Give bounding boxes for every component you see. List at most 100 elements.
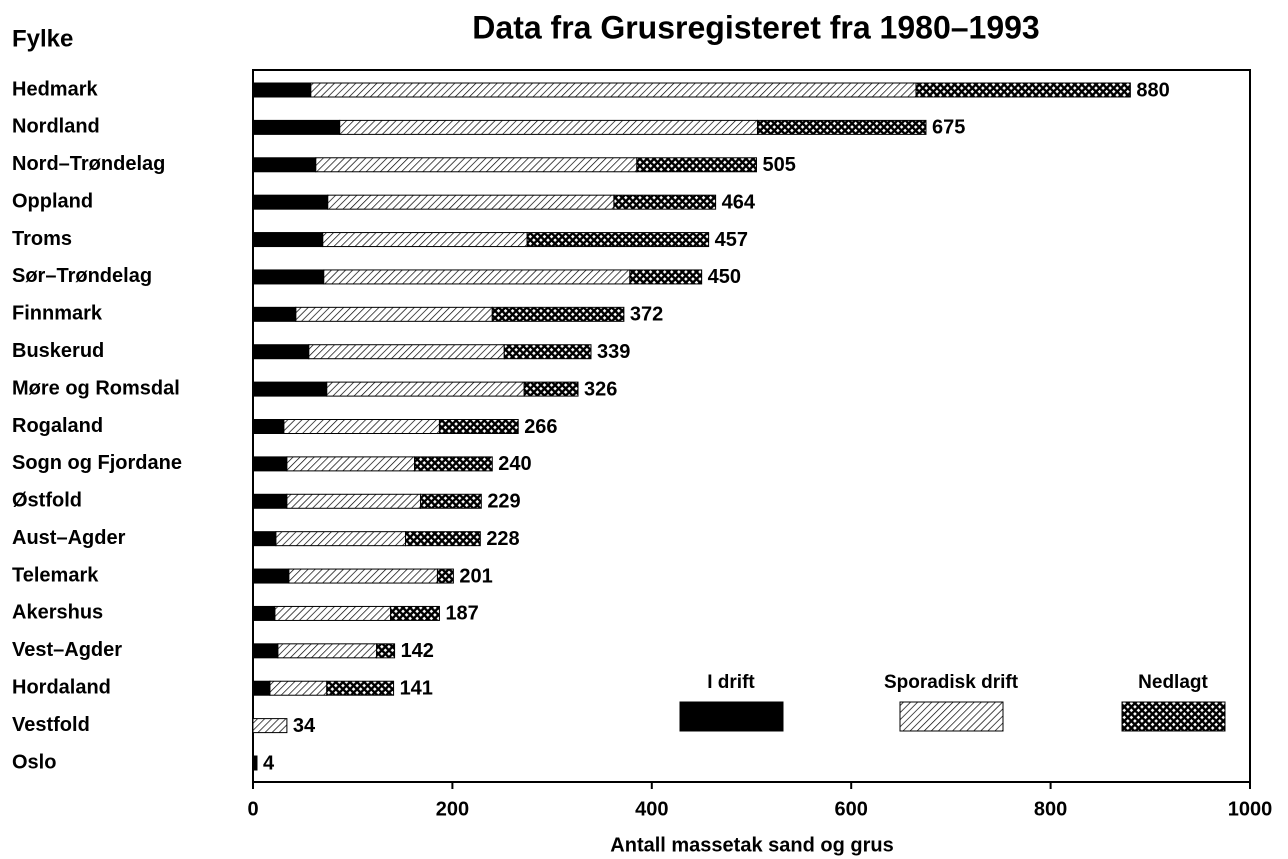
x-tick-label: 200 [436,798,469,820]
bar-segment [252,82,312,98]
legend-label: I drift [707,672,755,693]
bar-segment [252,643,279,659]
legend-label: Nedlagt [1138,672,1208,693]
y-tick-label: Nord–Trøndelag [12,153,165,175]
bar-segment [288,568,438,584]
bar-segment [322,232,528,248]
bar-segment [491,306,625,322]
bar-total-label: 326 [584,378,617,400]
x-tick-label: 600 [835,798,868,820]
bar-total-label: 880 [1136,79,1169,101]
bar-segment [636,157,757,173]
y-tick-label: Oslo [12,751,56,773]
bar-total-label: 228 [486,528,519,550]
bar-segment [252,232,324,248]
bar-segment [252,381,328,397]
y-tick-label: Finnmark [12,303,103,325]
bar-total-label: 34 [293,715,316,737]
y-tick-label: Buskerud [12,340,104,362]
bar-total-label: 450 [708,266,741,288]
bar-segment [915,82,1131,98]
bar-segment [326,680,395,696]
y-axis-title: Fylke [12,25,73,52]
bar-segment [252,269,325,285]
bar-segment [277,643,378,659]
bar-segment [252,605,276,621]
legend-label: Sporadisk drift [883,672,1019,693]
bar-segment [339,119,758,135]
x-tick-label: 0 [247,798,258,820]
y-tick-label: Møre og Romsdal [12,377,180,399]
bar-segment [252,456,288,472]
bar-segment [326,381,525,397]
bar-segment [613,194,717,210]
legend-swatch [1121,701,1226,732]
y-tick-label: Sogn og Fjordane [12,452,182,474]
y-tick-label: Nordland [12,116,100,138]
y-tick-label: Oppland [12,190,93,212]
y-tick-label: Vest–Agder [12,639,122,661]
bar-segment [414,456,493,472]
bar-segment [523,381,579,397]
x-tick-label: 800 [1034,798,1067,820]
bar-segment [308,344,505,360]
bar-segment [252,568,290,584]
bar-segment [274,605,392,621]
bar-total-label: 141 [400,678,433,700]
y-tick-label: Hedmark [12,78,98,100]
bar-segment [295,306,493,322]
bar-total-label: 201 [459,565,492,587]
bar-total-label: 372 [630,304,663,326]
bar-segment [252,344,310,360]
y-tick-label: Telemark [12,564,99,586]
bar-total-label: 339 [597,341,630,363]
bar-segment [252,419,285,434]
bar-segment [405,531,481,547]
y-tick-label: Troms [12,228,72,250]
bar-segment [252,680,271,696]
bar-segment [376,643,396,659]
bar-segment [252,157,317,173]
bar-segment [436,568,454,584]
bar-segment [252,119,341,135]
bar-segment [252,531,277,547]
bar-segment [390,605,440,621]
bar-total-label: 187 [445,603,478,625]
bar-segment [275,531,407,547]
y-tick-label: Rogaland [12,415,103,437]
x-axis-title: Antall massetak sand og grus [610,834,893,856]
y-tick-label: Akershus [12,602,103,624]
bar-segment [756,119,927,135]
bar-segment [283,419,440,434]
bar-segment [310,82,917,98]
y-tick-label: Hordaland [12,677,111,699]
bar-segment [252,194,329,210]
bar-segment [315,157,638,173]
bar-total-label: 457 [715,229,748,251]
bar-segment [323,269,631,285]
y-tick-label: Østfold [12,490,82,512]
chart-title: Data fra Grusregisteret fra 1980–1993 [472,9,1039,45]
bar-total-label: 4 [263,752,275,774]
x-tick-label: 1000 [1228,798,1273,820]
bar-total-label: 142 [401,640,434,662]
bar-segment [252,718,288,734]
bar-segment [269,680,328,696]
bar-segment [503,344,592,360]
bar-segment [252,755,258,771]
bar-segment [286,493,421,509]
bar-segment [438,419,519,434]
bar-segment [526,232,710,248]
bar-segment [327,194,615,210]
bar-segment [419,493,482,509]
y-tick-label: Vestfold [12,714,90,736]
bar-total-label: 240 [498,453,531,475]
bar-total-label: 266 [524,416,557,438]
bar-total-label: 505 [762,154,795,176]
y-tick-label: Sør–Trøndelag [12,265,152,287]
legend-swatch [679,701,784,732]
bar-total-label: 464 [722,191,756,213]
y-tick-label: Aust–Agder [12,527,126,549]
legend-swatch [899,701,1004,732]
